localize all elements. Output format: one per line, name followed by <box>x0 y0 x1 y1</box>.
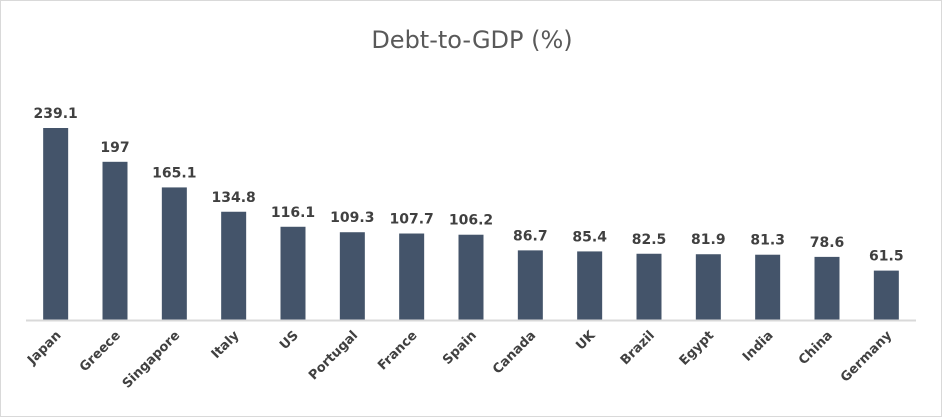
data-label: 239.1 <box>34 106 78 122</box>
data-label: 82.5 <box>632 232 667 248</box>
data-label: 81.9 <box>691 232 726 248</box>
data-label: 165.1 <box>152 165 196 181</box>
x-tick-label: India <box>740 328 777 365</box>
data-label: 78.6 <box>810 235 845 251</box>
x-tick-label: Singapore <box>120 328 183 391</box>
data-label: 85.4 <box>572 229 607 245</box>
x-tick-label: Egypt <box>677 328 717 368</box>
bar-singapore <box>161 187 187 320</box>
bar-germany <box>873 270 899 320</box>
data-label: 86.7 <box>513 228 548 244</box>
bar-brazil <box>636 253 662 320</box>
x-tick-label: Canada <box>490 328 539 377</box>
x-tick-label: Spain <box>440 328 480 368</box>
bar-egypt <box>695 254 721 320</box>
data-label: 61.5 <box>869 249 904 265</box>
x-tick-label: France <box>375 328 420 373</box>
x-tick-label: Greece <box>77 328 124 375</box>
data-label: 109.3 <box>330 210 374 226</box>
data-label: 106.2 <box>449 213 493 229</box>
data-label: 107.7 <box>390 212 434 228</box>
bar-italy <box>221 211 247 320</box>
x-tick-label: Italy <box>209 328 243 362</box>
bar-india <box>755 254 781 320</box>
bar-france <box>399 233 425 320</box>
x-tick-label: Brazil <box>618 328 658 368</box>
bar-japan <box>43 128 69 320</box>
bar-china <box>814 256 840 320</box>
bar-canada <box>517 250 543 320</box>
bar-greece <box>102 161 128 320</box>
x-tick-label: UK <box>573 328 599 354</box>
data-label: 197 <box>100 140 129 156</box>
x-tick-label: Germany <box>838 328 896 386</box>
x-tick-label: China <box>796 328 836 368</box>
data-label: 81.3 <box>750 233 785 249</box>
data-label: 116.1 <box>271 205 315 221</box>
bar-uk <box>577 251 603 320</box>
bar-spain <box>458 234 484 320</box>
data-label: 134.8 <box>212 190 256 206</box>
chart-title: Debt-to-GDP (%) <box>371 26 572 54</box>
bar-portugal <box>339 232 365 320</box>
x-tick-label: Japan <box>24 328 64 368</box>
x-tick-label: Portugal <box>306 328 361 383</box>
x-tick-label: US <box>277 328 302 353</box>
bar-us <box>280 226 306 320</box>
